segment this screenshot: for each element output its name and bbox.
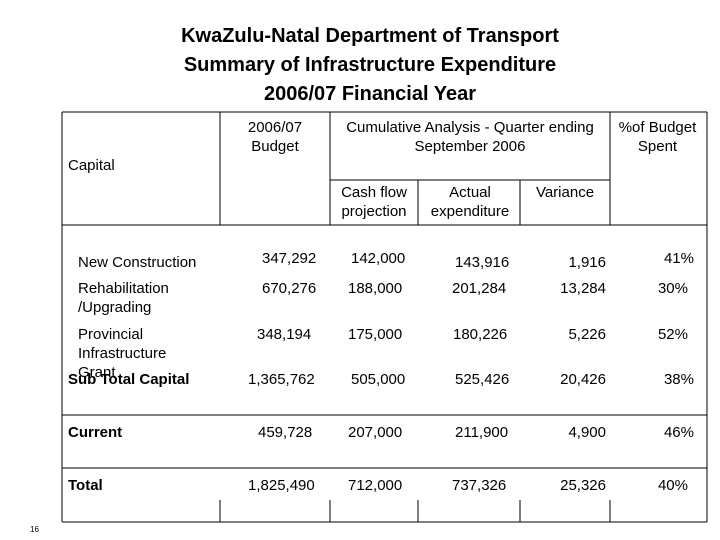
cell-variance: 1,916 [568,254,606,271]
cell-budget: 459,728 [258,424,313,441]
cell-cash-flow: 505,000 [351,371,406,388]
row-label: Rehabilitation /Upgrading [78,280,169,316]
row-label: Current [68,424,123,441]
cell-variance: 13,284 [560,280,606,297]
cell-cash-flow: 175,000 [348,326,403,343]
row-label: Provincial Infrastructure Grant [78,325,167,382]
cell-cash-flow: 712,000 [348,477,403,494]
cell-pct: 38% [663,371,694,388]
header-pct-spent: %of Budget Spent [618,119,697,155]
page-number: 16 [30,525,39,534]
cell-budget: 670,276 [262,280,317,297]
row-label: Total [68,477,103,494]
title-line-2: Summary of Infrastructure Expenditure [183,54,557,76]
header-actual: Actual expenditure [430,184,510,220]
cell-actual: 201,284 [452,280,507,297]
cell-actual: 180,226 [453,326,508,343]
cell-cash-flow: 142,000 [351,250,406,267]
page-title: KwaZulu-Natal Department of Transport Su… [120,22,620,109]
row-label: New Construction [78,254,197,271]
cell-actual: 525,426 [455,371,510,388]
cell-variance: 25,326 [560,477,606,494]
header-budget: 2006/07 Budget [247,119,303,155]
cell-actual: 211,900 [455,424,509,441]
header-cumulative: Cumulative Analysis - Quarter ending Sep… [346,119,594,155]
title-line-1: KwaZulu-Natal Department of Transport [181,25,559,47]
header-cash-flow: Cash flow projection [341,184,407,220]
cell-actual: 143,916 [455,254,510,271]
cell-variance: 4,900 [568,424,606,441]
cell-pct: 46% [663,424,694,441]
cell-pct: 52% [657,326,688,343]
cell-variance: 5,226 [568,326,606,343]
cell-budget: 347,292 [262,250,317,267]
cell-actual: 737,326 [452,477,507,494]
cell-budget: 348,194 [257,326,312,343]
cell-budget: 1,365,762 [248,371,315,388]
title-line-3: 2006/07 Financial Year [263,83,476,105]
cell-pct: 41% [663,250,694,267]
row-label: Sub Total Capital [68,371,190,388]
cell-pct: 40% [657,477,688,494]
cell-pct: 30% [657,280,688,297]
cell-budget: 1,825,490 [248,477,315,494]
header-variance: Variance [535,184,595,201]
cell-cash-flow: 207,000 [348,424,403,441]
row-label-text: Provincial Infrastructure Grant [78,326,167,381]
header-capital: Capital [68,157,115,174]
cell-variance: 20,426 [560,371,606,388]
cell-cash-flow: 188,000 [348,280,403,297]
